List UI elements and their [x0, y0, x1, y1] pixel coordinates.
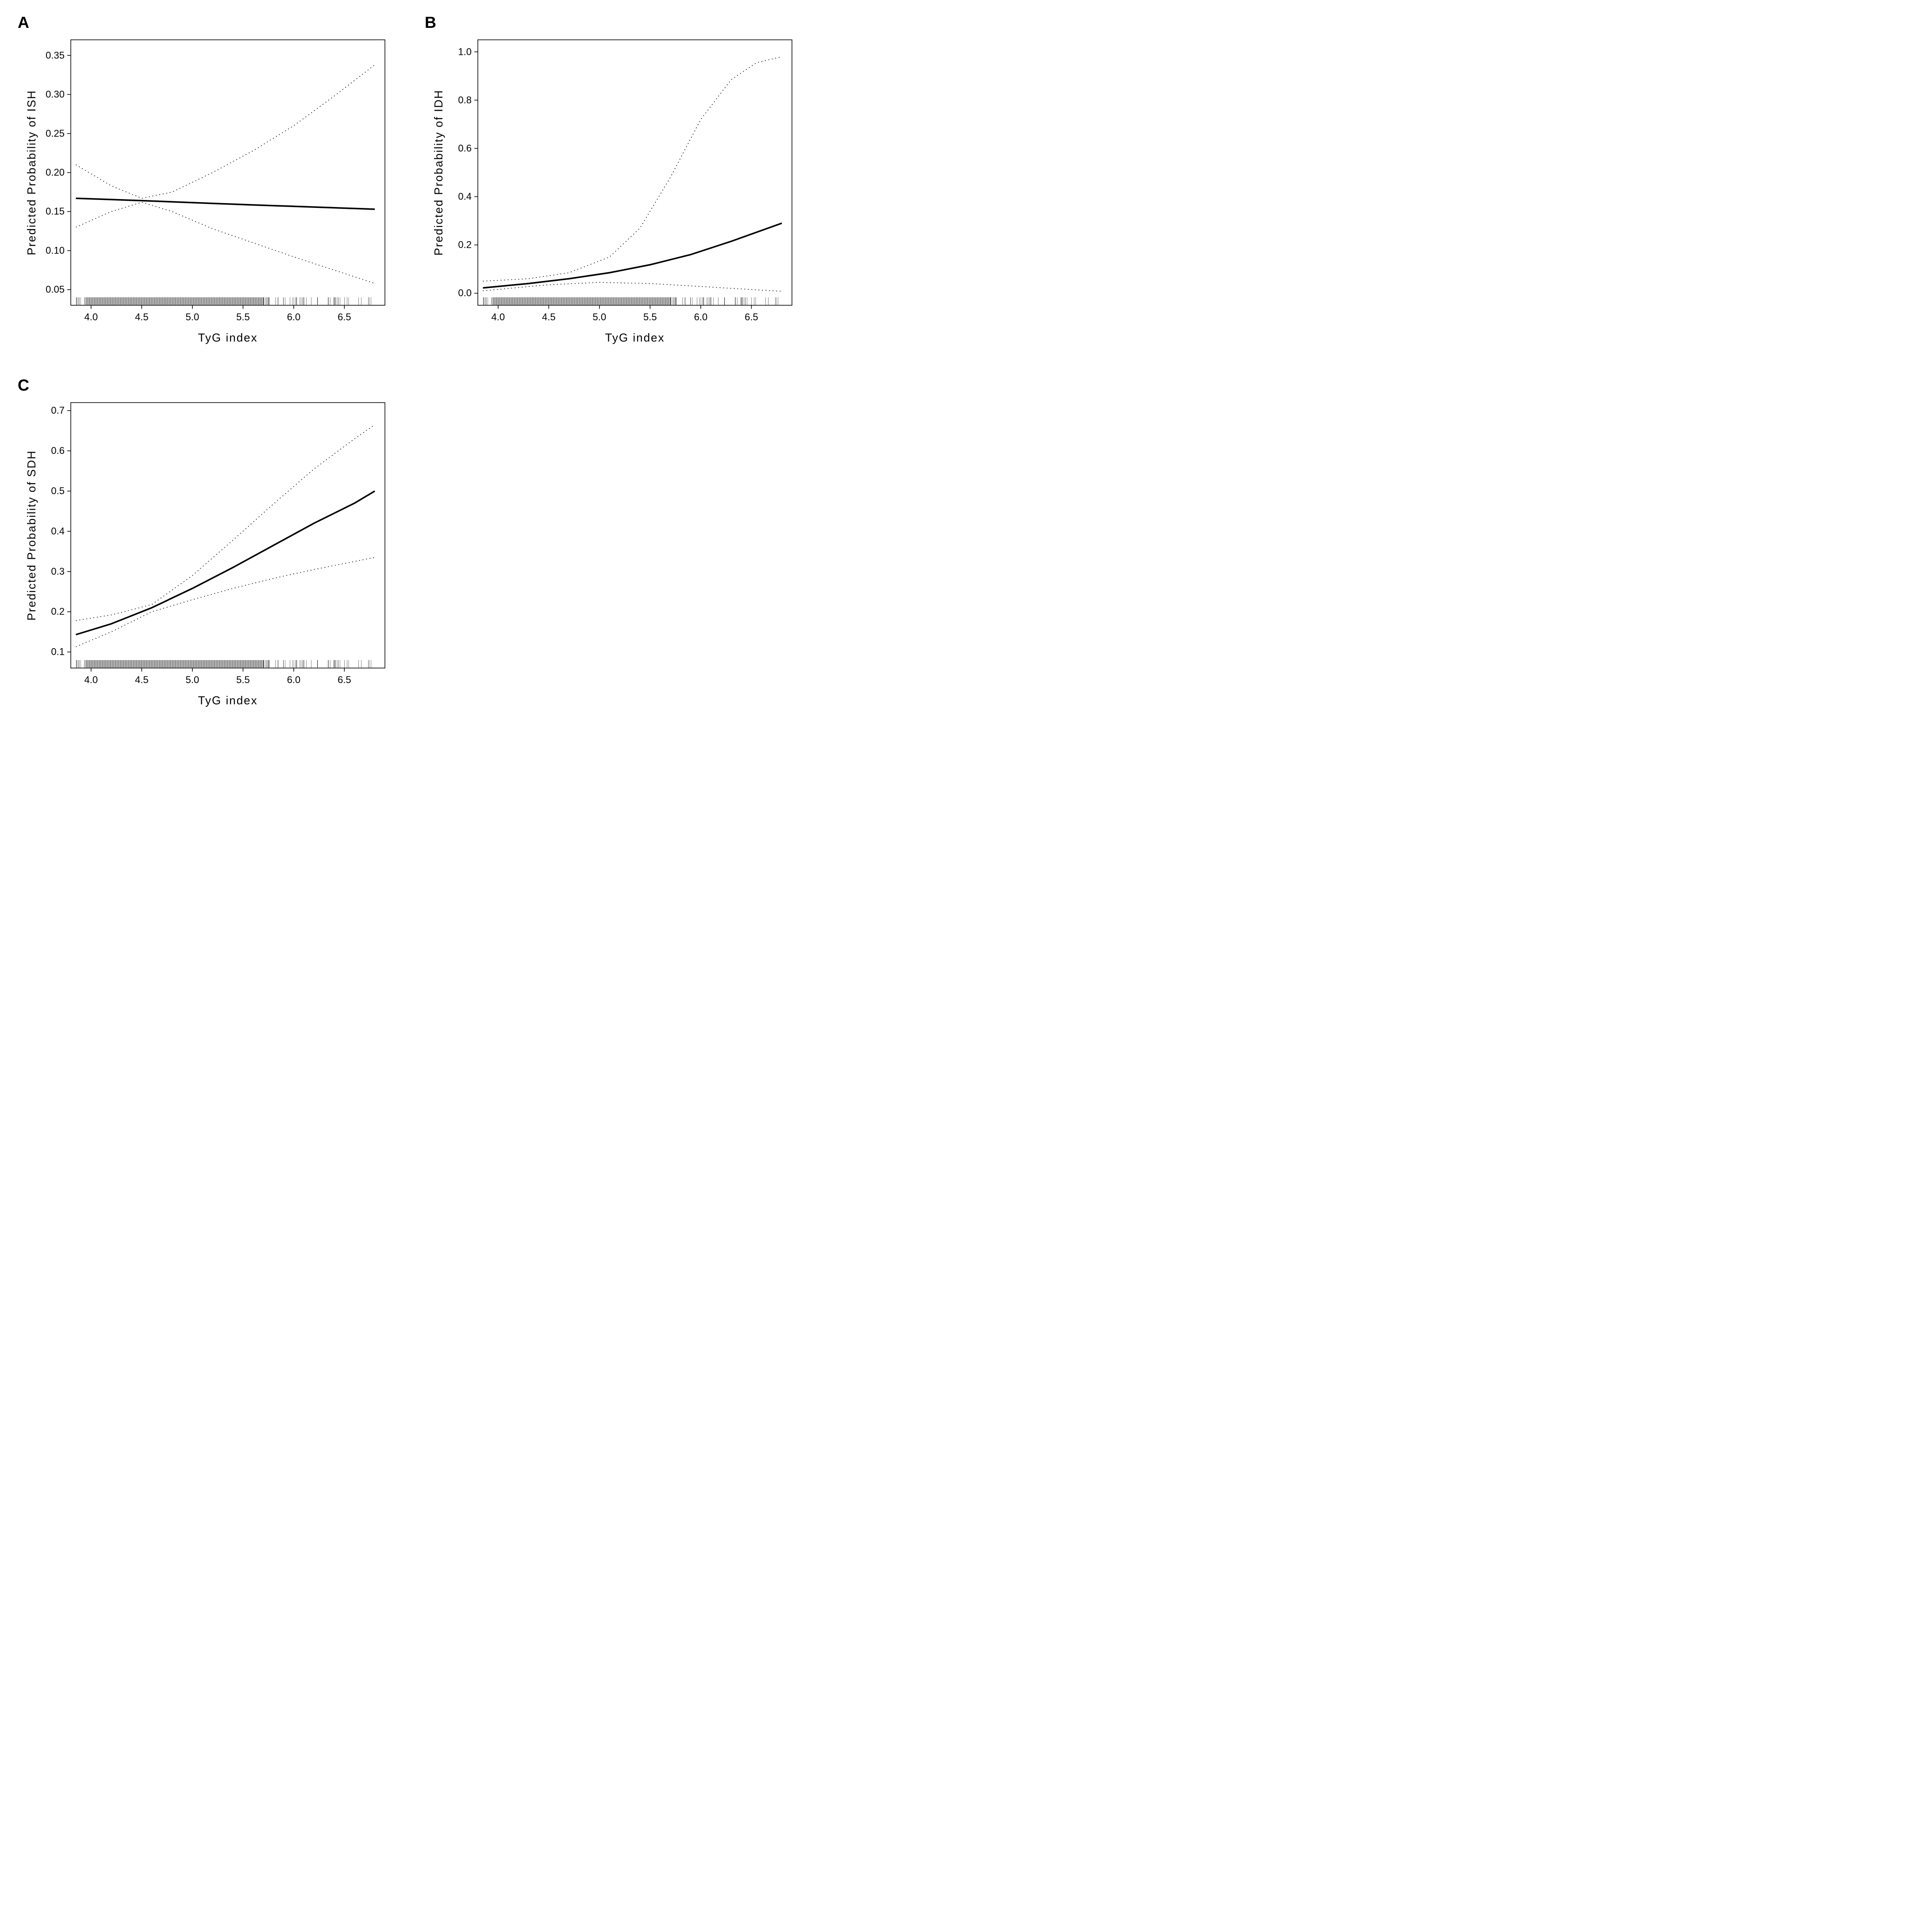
- svg-text:6.0: 6.0: [287, 311, 301, 323]
- svg-text:Predicted Probability of ID: Predicted Probability of IDH: [432, 89, 445, 255]
- svg-text:4.0: 4.0: [85, 311, 98, 323]
- svg-text:6.0: 6.0: [694, 311, 708, 323]
- svg-text:0.7: 0.7: [51, 405, 65, 416]
- svg-text:4.0: 4.0: [492, 311, 505, 323]
- svg-text:TyG index: TyG index: [605, 331, 665, 344]
- svg-text:TyG index: TyG index: [198, 331, 257, 344]
- svg-text:5.5: 5.5: [643, 311, 657, 323]
- svg-text:4.0: 4.0: [85, 674, 98, 685]
- svg-text:4.5: 4.5: [542, 311, 556, 323]
- svg-text:0.3: 0.3: [51, 566, 65, 577]
- chart-A: 4.0 4.5 5.0 5.5 6.0 6.5 0.05 0.10 0.15 0.20 0.25 0.…: [18, 18, 398, 354]
- panel-grid: A 4.04.55.05.56.06.50.050.100.150.200.25…: [18, 18, 814, 717]
- svg-text:6.5: 6.5: [745, 311, 758, 323]
- svg-text:0.1: 0.1: [51, 646, 65, 657]
- svg-text:0.20: 0.20: [46, 167, 65, 178]
- panel-A: A 4.04.55.05.56.06.50.050.100.150.200.25…: [18, 18, 407, 354]
- svg-text:Predicted Probability of SD: Predicted Probability of SDH: [25, 450, 38, 620]
- svg-text:TyG index: TyG index: [198, 694, 257, 707]
- empty-panel: [425, 380, 814, 717]
- svg-text:Predicted Probability of IS: Predicted Probability of ISH: [25, 90, 38, 255]
- svg-text:6.0: 6.0: [287, 674, 301, 685]
- svg-text:1.0: 1.0: [458, 46, 472, 57]
- svg-text:5.5: 5.5: [236, 311, 250, 323]
- svg-text:0.05: 0.05: [46, 284, 65, 295]
- svg-text:6.5: 6.5: [338, 311, 351, 323]
- panel-label-B: B: [425, 13, 436, 32]
- svg-text:5.0: 5.0: [186, 674, 200, 685]
- svg-text:0.2: 0.2: [458, 239, 472, 250]
- svg-text:0.6: 0.6: [458, 142, 472, 154]
- svg-text:0.4: 0.4: [458, 191, 472, 202]
- svg-text:0.2: 0.2: [51, 606, 65, 617]
- panel-C: C 4.04.55.05.56.06.50.10.20.30.40.50.60.…: [18, 380, 407, 717]
- svg-text:0.35: 0.35: [46, 50, 65, 61]
- svg-text:5.5: 5.5: [236, 674, 250, 685]
- chart-C: 4.0 4.5 5.0 5.5 6.0 6.5 0.1 0.2 0.3 0.4 0.5 0.6 0.7 T…: [18, 380, 398, 717]
- panel-label-A: A: [18, 13, 29, 32]
- panel-label-C: C: [18, 376, 29, 395]
- svg-text:0.10: 0.10: [46, 245, 65, 256]
- svg-text:0.15: 0.15: [46, 206, 65, 217]
- svg-text:5.0: 5.0: [593, 311, 607, 323]
- svg-text:0.4: 0.4: [51, 526, 65, 537]
- svg-text:6.5: 6.5: [338, 674, 351, 685]
- svg-text:0.30: 0.30: [46, 89, 65, 100]
- svg-text:4.5: 4.5: [135, 674, 149, 685]
- svg-text:0.5: 0.5: [51, 485, 65, 496]
- svg-text:0.8: 0.8: [458, 94, 472, 105]
- panel-B: B 4.04.55.05.56.06.50.00.20.40.60.81.0Ty…: [425, 18, 814, 354]
- svg-text:0.0: 0.0: [458, 288, 472, 299]
- svg-text:0.25: 0.25: [46, 128, 65, 139]
- svg-text:0.6: 0.6: [51, 445, 65, 456]
- chart-B: 4.0 4.5 5.0 5.5 6.0 6.5 0.0 0.2 0.4 0.6 0.8 1.0 TyG …: [425, 18, 805, 354]
- svg-text:4.5: 4.5: [135, 311, 149, 323]
- svg-text:5.0: 5.0: [186, 311, 200, 323]
